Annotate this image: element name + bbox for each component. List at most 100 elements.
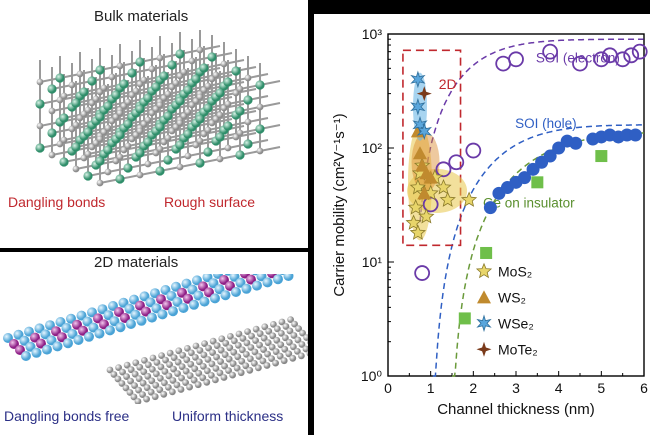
lattice-atom [60,92,68,100]
lattice-atom [135,57,145,67]
carbon-atom [238,357,246,365]
lattice-atom [84,150,92,158]
lattice-atom [59,113,69,123]
carbon-atom [204,367,211,375]
carbon-atom [131,370,139,378]
data-point [409,224,427,240]
data-point [418,208,435,224]
carbon-atom [123,361,131,369]
lattice-atom [136,127,144,135]
carbon-atom [106,366,114,374]
carbon-atom [199,374,207,382]
lattice-atom [83,171,93,181]
carbon-atom [151,393,159,401]
data-point [542,43,559,60]
lattice-atom [119,79,129,89]
data-point [407,199,424,215]
x-tick-label: 0 [384,380,392,396]
carbon-atom [127,377,134,385]
tmd-atom [136,315,147,326]
carbon-atom [306,350,308,357]
carbon-atom [122,384,130,392]
2d-title: 2D materials [94,254,179,271]
lattice-atom [72,165,80,173]
lattice-atom [35,99,45,109]
carbon-atom [239,346,246,354]
lattice-atom [156,54,164,62]
x-tick-label: 3 [512,380,520,396]
lattice-atom [204,126,212,134]
carbon-atom [135,375,143,383]
carbon-atom [213,353,221,361]
carbon-atom [192,342,200,350]
lattice-atom [96,179,104,187]
lattice-atom [255,124,265,134]
legend-marker [475,262,493,279]
lattice-atom [255,80,265,90]
lattice-atom [96,135,104,143]
carbon-atom [218,335,226,343]
lattice-atom [167,60,177,70]
lattice-atom [180,68,188,76]
lattice-atom [215,132,225,142]
data-point [410,97,426,116]
carbon-atom [196,358,203,366]
carbon-atom [170,365,178,373]
carbon-atom [174,358,182,366]
carbon-atom [118,380,126,387]
lattice-atom [124,98,132,106]
lattice-atom [175,140,185,150]
data-point [416,122,432,141]
data-point [448,154,465,171]
lattice-atom [116,109,124,117]
data-point [593,51,610,68]
data-point [508,51,524,68]
lattice-atom [72,121,80,129]
lattice-atom [183,129,193,139]
carbon-atom [239,335,247,342]
carbon-atom [140,368,148,376]
carbon-atom [272,359,279,367]
data-point [405,214,422,230]
lattice-atom [244,118,252,126]
lattice-atom [103,101,113,111]
lattice-atom [244,74,252,82]
lattice-atom [159,71,169,81]
y-tick-label: 10¹ [362,254,383,270]
lattice-atom [195,158,205,168]
lattice-atom [71,98,81,108]
x-tick-label: 2 [469,380,477,396]
lattice-atom [136,171,144,179]
data-point [526,162,540,176]
lattice-atom [144,160,152,168]
lattice-atom [231,66,241,76]
x-tick-label: 4 [555,380,563,396]
bulk-title: Bulk materials [94,8,189,25]
tmd-atom [84,331,94,342]
lattice-atom [215,88,225,98]
carbon-atom [303,334,308,341]
carbon-atom [139,379,147,387]
tmd-atom [199,296,210,307]
carbon-atom [131,382,139,389]
tmd-atom [63,338,73,349]
dangling-bonds-free-label: Dangling bonds free [4,408,130,424]
data-point [628,128,642,142]
carbon-atom [282,334,289,342]
tmd-atom [21,351,31,361]
carbon-atom [225,355,233,363]
data-point [439,191,456,207]
carbon-atom [187,360,195,368]
carbon-atom [263,362,271,369]
carbon-atom [178,374,186,382]
lattice-atom [95,156,105,166]
carbon-atom [166,349,174,357]
lattice-atom [176,119,184,127]
carbon-atom [148,377,156,385]
carbon-atom [235,342,242,349]
carbon-atom [295,325,302,332]
lattice-atom [148,65,156,73]
carbon-atom [162,356,170,364]
carbon-atom [126,389,134,396]
tmd-atom [31,347,42,358]
